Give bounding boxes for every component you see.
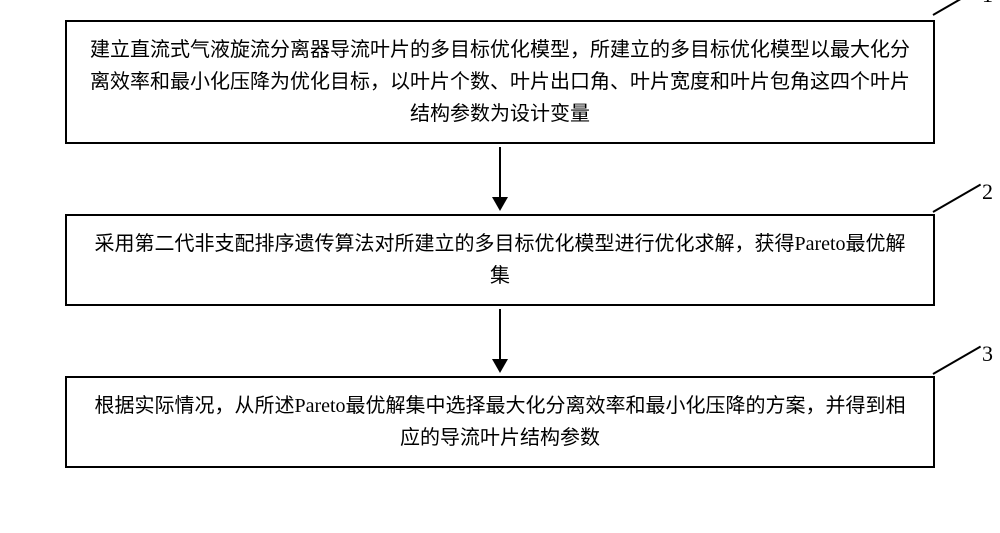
arrow-head-1 — [492, 197, 508, 211]
box-text-3: 根据实际情况，从所述Pareto最优解集中选择最大化分离效率和最小化压降的方案，… — [87, 390, 913, 454]
arrow-2 — [492, 306, 508, 376]
label-connector-3 — [933, 346, 982, 375]
box-text-1: 建立直流式气液旋流分离器导流叶片的多目标优化模型，所建立的多目标优化模型以最大化… — [87, 34, 913, 130]
box-text-2: 采用第二代非支配排序遗传算法对所建立的多目标优化模型进行优化求解，获得Paret… — [87, 228, 913, 292]
flowchart-box-1: 1 建立直流式气液旋流分离器导流叶片的多目标优化模型，所建立的多目标优化模型以最… — [65, 20, 935, 144]
flowchart-box-2: 2 采用第二代非支配排序遗传算法对所建立的多目标优化模型进行优化求解，获得Par… — [65, 214, 935, 306]
arrow-line-1 — [499, 147, 501, 197]
box-label-3: 3 — [982, 336, 993, 371]
box-label-2: 2 — [982, 174, 993, 209]
label-connector-1 — [933, 0, 982, 16]
box-label-1: 1 — [982, 0, 993, 12]
arrow-line-2 — [499, 309, 501, 359]
flowchart-box-3: 3 根据实际情况，从所述Pareto最优解集中选择最大化分离效率和最小化压降的方… — [65, 376, 935, 468]
flowchart-container: 1 建立直流式气液旋流分离器导流叶片的多目标优化模型，所建立的多目标优化模型以最… — [30, 20, 970, 468]
label-connector-2 — [933, 184, 982, 213]
arrow-1 — [492, 144, 508, 214]
arrow-head-2 — [492, 359, 508, 373]
